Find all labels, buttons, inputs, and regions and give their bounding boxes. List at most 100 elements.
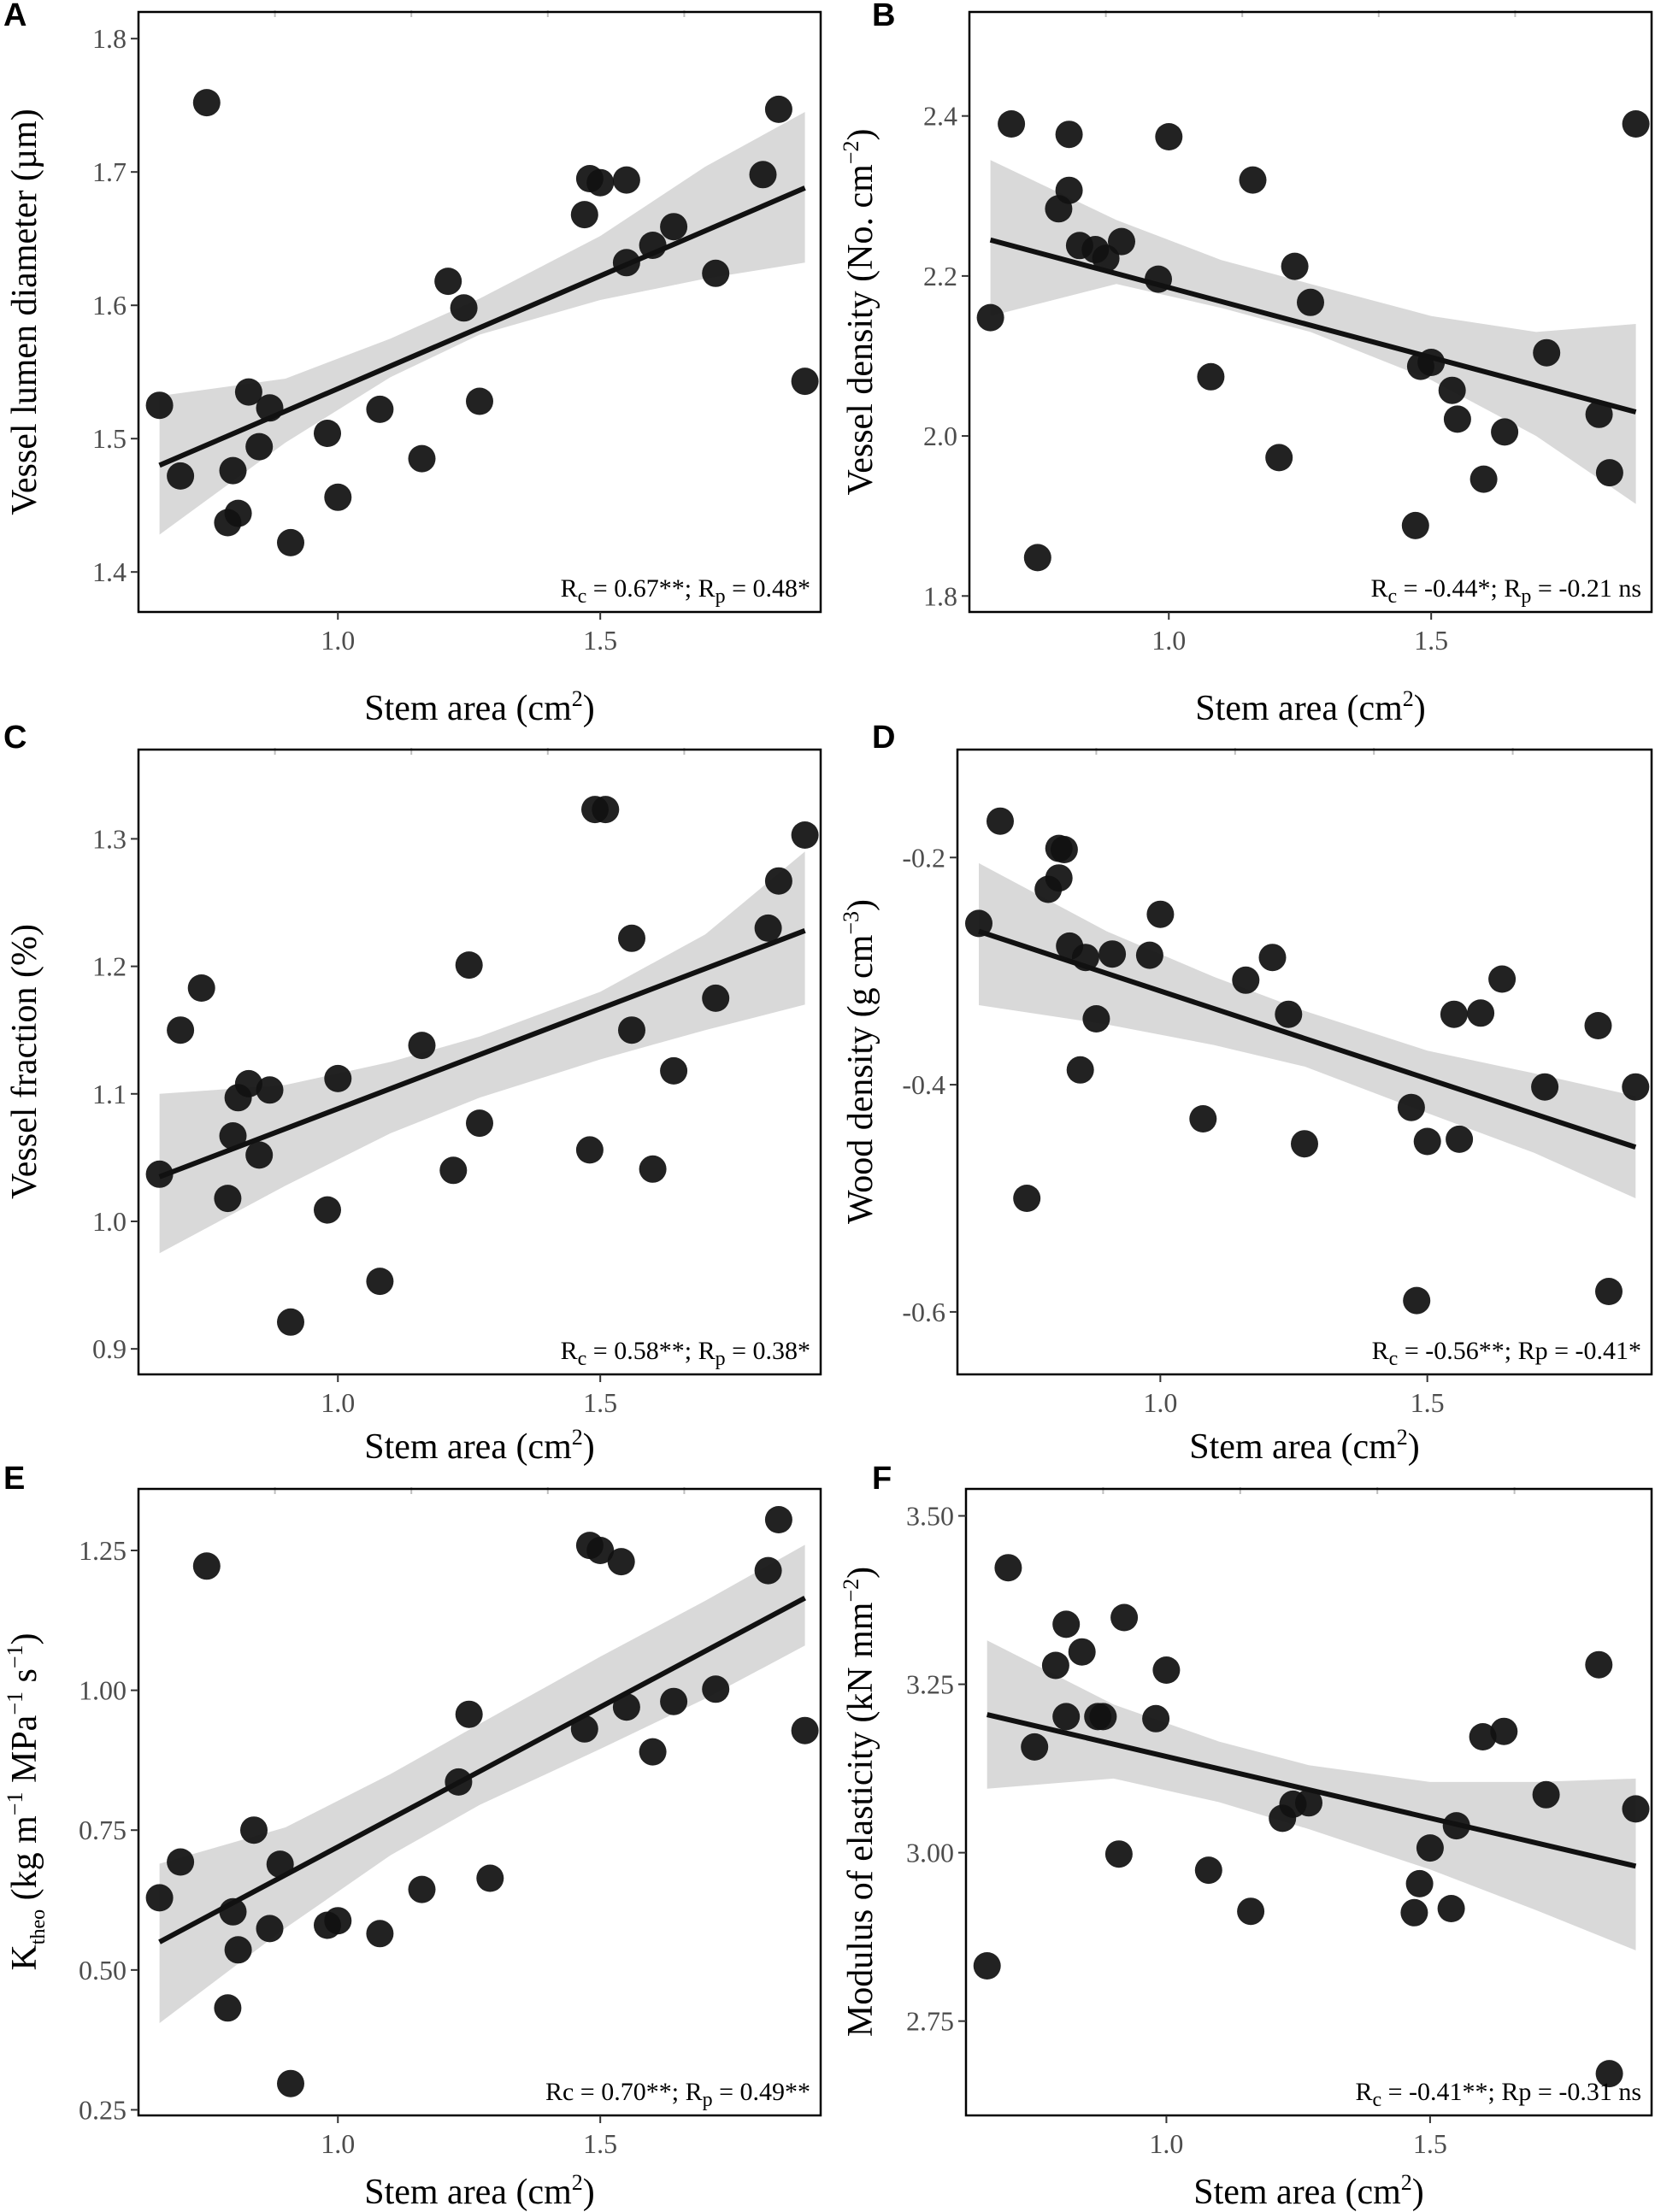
data-point	[1291, 1130, 1318, 1158]
data-point	[618, 924, 645, 952]
data-point	[1413, 1127, 1441, 1156]
points-b	[976, 110, 1650, 572]
data-point	[1041, 1651, 1069, 1680]
data-point	[1197, 362, 1225, 391]
data-point	[612, 249, 640, 277]
data-point	[240, 1816, 268, 1844]
data-point	[965, 909, 992, 938]
data-point	[639, 1155, 667, 1183]
data-point	[1405, 1869, 1434, 1897]
data-point	[192, 89, 221, 117]
data-point	[466, 1109, 493, 1138]
data-point	[1401, 511, 1429, 539]
data-point	[167, 1848, 195, 1876]
y-tick-label: 1.7	[92, 156, 127, 187]
data-point	[618, 1016, 645, 1044]
y-tick-label: 1.8	[92, 23, 127, 54]
data-point	[702, 984, 730, 1012]
data-point	[1488, 965, 1517, 993]
y-tick-label: 0.25	[79, 2094, 127, 2125]
y-tick-label: 2.75	[906, 2006, 954, 2037]
data-point	[702, 259, 730, 287]
data-point	[314, 420, 341, 447]
x-axis-title-e: Stem area (cm2)	[364, 2170, 595, 2212]
data-point	[1622, 1795, 1650, 1823]
data-point	[1052, 1610, 1081, 1638]
data-point	[408, 444, 436, 473]
data-point	[1491, 418, 1519, 446]
data-point	[1023, 544, 1051, 572]
y-axis-title-e: Ktheo (kg m−1 MPa−1 s−1)	[3, 1633, 50, 1970]
x-tick-label: 1.5	[583, 2128, 617, 2159]
data-point	[277, 528, 304, 556]
data-point	[366, 1920, 394, 1948]
data-point	[450, 294, 478, 322]
data-point	[1438, 376, 1466, 404]
data-point	[1135, 941, 1163, 969]
x-axis-title-d: Stem area (cm2)	[1189, 1425, 1420, 1467]
y-tick-label: -0.4	[902, 1069, 945, 1100]
data-point	[749, 161, 777, 189]
y-tick-label: 1.00	[79, 1675, 127, 1706]
data-point	[314, 1196, 341, 1224]
data-point	[607, 1548, 635, 1576]
data-point	[1265, 444, 1293, 472]
data-point	[445, 1768, 473, 1796]
panel-letter-c: C	[3, 720, 27, 756]
data-point	[324, 1064, 352, 1092]
stats-annotation-f: Rc = -0.41**; Rp = -0.31 ns	[1355, 2078, 1641, 2111]
x-tick-label: 1.0	[321, 2128, 355, 2159]
data-point	[455, 1700, 483, 1728]
data-point	[214, 1994, 242, 2022]
data-point	[1403, 1286, 1431, 1315]
y-tick-label: 1.4	[92, 556, 127, 587]
data-point	[660, 1056, 688, 1085]
x-axis-title-c: Stem area (cm2)	[364, 1425, 595, 1467]
y-tick-label: 1.1	[92, 1079, 127, 1109]
data-point	[145, 391, 174, 420]
data-point	[1531, 1073, 1559, 1101]
data-point	[256, 1915, 284, 1943]
y-tick-label: 1.0	[92, 1206, 127, 1237]
x-axis-title-f: Stem area (cm2)	[1193, 2170, 1424, 2212]
y-tick-label: -0.6	[902, 1297, 945, 1327]
points-d	[965, 807, 1650, 1315]
data-point	[612, 166, 640, 194]
data-point	[476, 1864, 504, 1892]
data-point	[277, 1308, 304, 1336]
data-point	[1443, 405, 1471, 433]
data-point	[1490, 1717, 1518, 1745]
data-point	[1469, 1723, 1497, 1750]
panel-frame-e	[137, 1487, 822, 2117]
y-axis-title-a: Vessel lumen diameter (µm)	[5, 109, 44, 515]
data-point	[366, 395, 394, 423]
data-point	[1108, 227, 1135, 256]
panel-letter-e: E	[3, 1461, 25, 1497]
data-point	[245, 432, 274, 461]
data-point	[994, 1554, 1022, 1582]
data-point	[1082, 1005, 1110, 1032]
data-point	[1045, 864, 1073, 892]
y-tick-label: 3.50	[906, 1501, 954, 1532]
y-tick-label: 2.0	[923, 421, 957, 451]
confidence-band-a	[159, 112, 805, 535]
data-point	[1595, 1278, 1623, 1305]
panel-frame-b	[968, 10, 1653, 614]
data-point	[702, 1675, 730, 1703]
data-point	[791, 368, 819, 396]
y-axis-title-b: Vessel density (No. cm−2)	[839, 129, 881, 496]
data-point	[1050, 836, 1078, 863]
data-point	[1437, 1895, 1465, 1922]
y-tick-label: 0.9	[92, 1333, 127, 1364]
x-axis-title-b: Stem area (cm2)	[1195, 686, 1426, 728]
data-point	[1400, 1898, 1428, 1927]
x-tick-label: 1.5	[583, 1387, 617, 1418]
data-point	[192, 1552, 221, 1580]
data-point	[570, 1715, 598, 1743]
stats-annotation-c: Rc = 0.58**; Rp = 0.38*	[561, 1337, 810, 1370]
data-point	[234, 378, 262, 406]
data-point	[1595, 459, 1623, 487]
data-point	[1622, 110, 1650, 138]
data-point	[324, 483, 352, 511]
